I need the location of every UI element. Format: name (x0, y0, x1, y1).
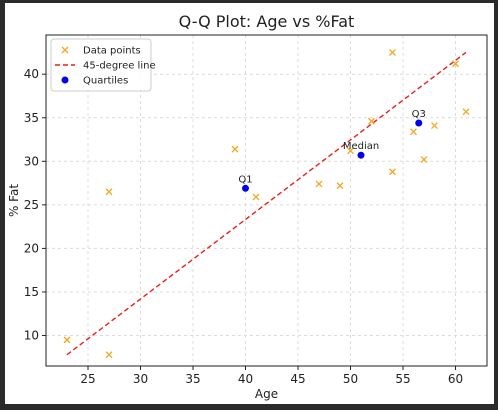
y-axis-label: % Fat (7, 184, 21, 217)
legend-label: Data points (83, 46, 141, 57)
legend-box (50, 38, 152, 92)
y-tick-label: 40 (24, 67, 39, 81)
x-tick-label: 50 (343, 372, 358, 386)
data-point (389, 48, 396, 56)
data-point (105, 351, 113, 359)
data-point (420, 156, 428, 164)
legend-item-reference-line: 45-degree line (55, 61, 156, 72)
x-axis-ticks: 25 30 35 40 45 50 55 60 (80, 366, 463, 386)
data-point (347, 147, 354, 155)
x-tick-label: 25 (80, 372, 95, 386)
y-tick-label: 15 (24, 285, 39, 299)
data-point (410, 128, 417, 136)
data-points-layer (63, 48, 470, 359)
y-tick-label: 20 (24, 241, 39, 255)
x-tick-label: 30 (133, 372, 148, 386)
data-point (315, 180, 323, 188)
x-tick-label: 35 (185, 372, 200, 386)
y-tick-label: 25 (24, 198, 39, 212)
y-tick-label: 10 (24, 329, 39, 343)
x-tick-label: 55 (395, 372, 410, 386)
y-tick-label: 35 (24, 111, 39, 125)
x-tick-label: 45 (290, 372, 305, 386)
legend-label: Quartiles (83, 76, 128, 87)
quartile-label: Median (343, 141, 379, 152)
figure: Q-Q Plot: Age vs %Fat 25 30 35 40 45 50 55 60 1… (5, 3, 494, 404)
quartile-label: Q1 (238, 174, 252, 185)
quartile-point (357, 151, 365, 159)
data-point (231, 145, 239, 153)
legend: Data points 45-degree line Quartiles (50, 38, 156, 92)
data-point (252, 193, 260, 201)
x-tick-label: 60 (448, 372, 463, 386)
y-tick-label: 30 (24, 154, 39, 168)
grid (46, 35, 487, 366)
chart-title: Q-Q Plot: Age vs %Fat (179, 12, 355, 31)
y-axis-ticks: 10 15 20 25 30 35 40 (24, 67, 46, 343)
legend-item-data-points: Data points (61, 46, 141, 57)
quartiles-layer: Q1 Median Q3 (238, 109, 426, 192)
data-point (336, 182, 344, 190)
reference-line (66, 51, 467, 356)
qq-chart: Q-Q Plot: Age vs %Fat 25 30 35 40 45 50 55 60 1… (7, 12, 488, 401)
data-point (462, 108, 470, 116)
quartile-point (415, 119, 423, 127)
data-point (431, 122, 438, 130)
x-tick-label: 40 (238, 372, 253, 386)
data-point (389, 168, 396, 176)
plot-frame (45, 34, 488, 367)
data-point (105, 188, 113, 196)
reference-line-layer (66, 51, 467, 356)
data-point (368, 117, 375, 125)
data-point (63, 336, 71, 344)
data-point (452, 60, 459, 68)
legend-item-quartiles: Quartiles (61, 76, 128, 87)
legend-label: 45-degree line (83, 61, 156, 72)
quartile-label: Q3 (412, 109, 426, 120)
x-axis-label: Age (255, 387, 278, 401)
quartile-point (242, 184, 249, 192)
